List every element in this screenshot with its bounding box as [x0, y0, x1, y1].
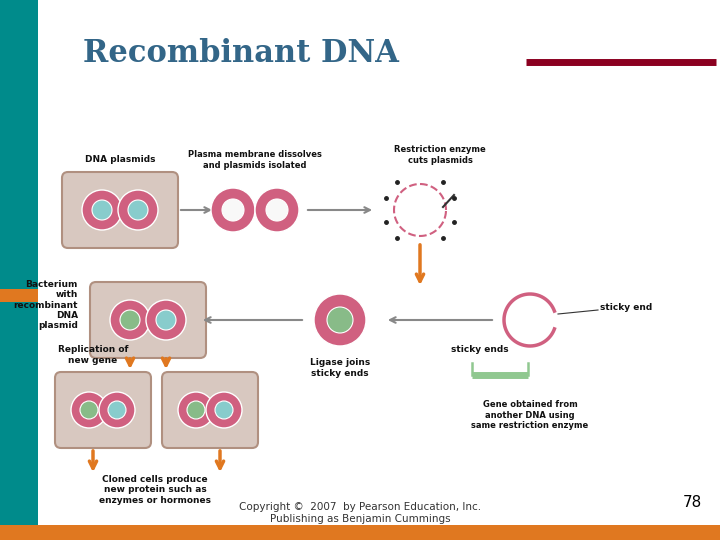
Text: Replication of
new gene: Replication of new gene [58, 345, 128, 364]
Circle shape [110, 300, 150, 340]
Bar [0, 0, 38, 540]
Text: 78: 78 [683, 495, 702, 510]
Circle shape [82, 190, 122, 230]
Circle shape [211, 188, 255, 232]
Bar [0, 525, 720, 540]
Circle shape [187, 401, 205, 419]
Text: Bacterium
with
recombinant
DNA
plasmid: Bacterium with recombinant DNA plasmid [14, 280, 78, 330]
Text: Plasma membrane dissolves
and plasmids isolated: Plasma membrane dissolves and plasmids i… [188, 150, 322, 170]
Text: Ligase joins
sticky ends: Ligase joins sticky ends [310, 359, 370, 377]
Circle shape [118, 190, 158, 230]
Circle shape [80, 401, 98, 419]
Circle shape [178, 392, 214, 428]
Circle shape [92, 200, 112, 220]
Circle shape [71, 392, 107, 428]
Circle shape [99, 392, 135, 428]
Text: DNA plasmids: DNA plasmids [85, 156, 156, 165]
Text: Recombinant DNA: Recombinant DNA [83, 38, 399, 69]
Text: sticky ends: sticky ends [451, 345, 509, 354]
Bar [0, 289, 38, 302]
Text: Restriction enzyme
cuts plasmids: Restriction enzyme cuts plasmids [394, 145, 486, 165]
Circle shape [266, 199, 288, 221]
Circle shape [128, 200, 148, 220]
FancyBboxPatch shape [90, 282, 206, 358]
Text: Gene obtained from
another DNA using
same restriction enzyme: Gene obtained from another DNA using sam… [472, 400, 589, 430]
Text: Copyright ©  2007  by Pearson Education, Inc.
Publishing as Benjamin Cummings: Copyright © 2007 by Pearson Education, I… [239, 502, 481, 524]
Circle shape [120, 310, 140, 330]
Circle shape [108, 401, 126, 419]
Circle shape [146, 300, 186, 340]
FancyBboxPatch shape [55, 372, 151, 448]
FancyBboxPatch shape [62, 172, 178, 248]
Text: Cloned cells produce
new protein such as
enzymes or hormones: Cloned cells produce new protein such as… [99, 475, 211, 505]
Circle shape [327, 307, 353, 333]
Circle shape [156, 310, 176, 330]
Circle shape [222, 199, 244, 221]
Circle shape [206, 392, 242, 428]
Text: sticky end: sticky end [600, 303, 652, 313]
FancyBboxPatch shape [162, 372, 258, 448]
Circle shape [215, 401, 233, 419]
Circle shape [255, 188, 299, 232]
Circle shape [314, 294, 366, 346]
